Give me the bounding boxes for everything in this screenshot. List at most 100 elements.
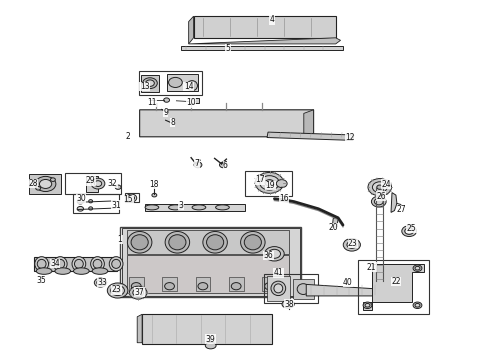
Ellipse shape [97,280,104,285]
Ellipse shape [143,78,157,89]
Ellipse shape [131,283,141,290]
Ellipse shape [169,205,182,210]
Bar [29,174,61,194]
Text: 30: 30 [76,194,86,203]
Polygon shape [391,193,397,212]
Text: 1: 1 [118,235,122,244]
Text: 29: 29 [86,176,96,185]
Ellipse shape [265,283,274,290]
Ellipse shape [299,23,308,27]
Bar [167,74,198,91]
Ellipse shape [413,302,422,309]
Bar [229,277,244,291]
Ellipse shape [282,300,294,308]
Text: 9: 9 [163,108,168,117]
Ellipse shape [93,259,102,269]
Bar [189,98,199,103]
Ellipse shape [260,176,279,190]
Text: 22: 22 [391,277,401,286]
Ellipse shape [53,257,67,271]
Bar [245,171,292,196]
Ellipse shape [131,235,148,250]
Ellipse shape [146,116,158,129]
Ellipse shape [296,22,311,29]
Bar [129,277,144,291]
Text: 13: 13 [140,82,149,91]
Ellipse shape [347,241,357,248]
Ellipse shape [192,205,206,210]
Ellipse shape [181,116,193,129]
Ellipse shape [115,288,121,293]
Bar [145,204,245,211]
Ellipse shape [109,257,123,271]
Text: 26: 26 [376,192,386,201]
Text: 10: 10 [186,99,196,108]
Ellipse shape [220,162,227,168]
Polygon shape [194,16,336,38]
Ellipse shape [274,284,283,293]
Ellipse shape [374,198,383,205]
Polygon shape [189,38,341,44]
Text: 3: 3 [179,201,184,210]
Ellipse shape [372,182,387,193]
Ellipse shape [94,181,102,186]
Ellipse shape [165,231,190,253]
Bar [358,260,429,314]
Ellipse shape [415,303,420,307]
Ellipse shape [169,121,174,126]
Polygon shape [267,132,354,140]
Text: 19: 19 [266,181,275,190]
Bar [86,176,98,192]
Text: 38: 38 [284,300,294,309]
Ellipse shape [50,178,55,181]
Polygon shape [181,46,343,50]
Ellipse shape [255,172,284,193]
Text: 16: 16 [279,194,289,203]
Ellipse shape [164,98,170,102]
Ellipse shape [35,176,56,192]
Text: 28: 28 [28,179,38,188]
Ellipse shape [213,113,232,132]
Ellipse shape [37,259,46,269]
Ellipse shape [198,283,208,290]
Ellipse shape [55,268,71,274]
Bar [264,274,318,303]
Text: 17: 17 [255,175,265,184]
Text: 23: 23 [112,285,122,294]
Ellipse shape [206,235,223,250]
Text: 24: 24 [381,180,391,189]
Bar [34,257,117,271]
Ellipse shape [265,180,274,186]
Ellipse shape [265,247,284,261]
Bar [141,75,159,92]
Ellipse shape [56,259,65,269]
Ellipse shape [74,259,83,269]
Polygon shape [304,110,314,137]
Ellipse shape [145,205,159,210]
Text: 40: 40 [343,278,353,287]
Text: 18: 18 [149,180,159,189]
Bar [65,173,121,194]
Bar [139,71,202,95]
Ellipse shape [205,342,216,349]
Ellipse shape [216,205,229,210]
Bar [267,276,290,301]
Ellipse shape [276,180,287,188]
Ellipse shape [146,80,154,86]
Ellipse shape [365,303,370,307]
Text: 34: 34 [50,259,60,268]
Bar [122,228,300,296]
Polygon shape [137,314,142,343]
Text: 20: 20 [328,223,338,232]
Text: 27: 27 [397,205,407,214]
Ellipse shape [112,259,121,269]
Ellipse shape [89,199,93,203]
Ellipse shape [165,283,174,290]
Ellipse shape [297,284,310,294]
Text: 8: 8 [170,118,175,127]
Ellipse shape [241,231,265,253]
Ellipse shape [405,228,414,234]
Text: 15: 15 [123,195,133,204]
Text: 39: 39 [206,335,216,343]
Text: 6: 6 [223,161,228,170]
